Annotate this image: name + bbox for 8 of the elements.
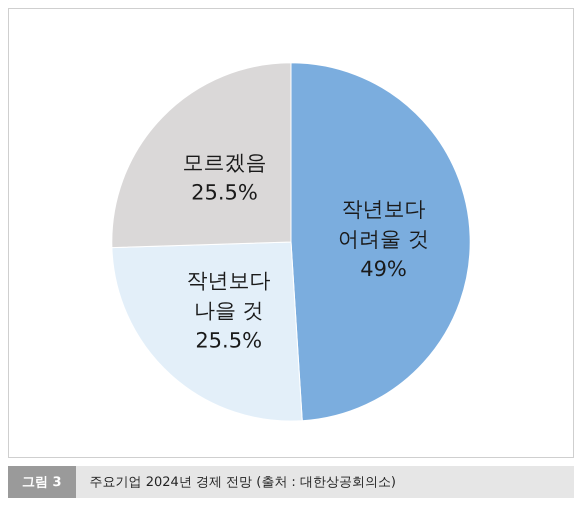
data-label: 49%	[360, 257, 407, 282]
slice-label: 작년보다 어려울 것	[338, 197, 429, 252]
slice-label: 모르겠음	[182, 150, 266, 175]
slice-label: 작년보다 나을 것	[186, 268, 271, 322]
data-label: 25.5%	[195, 328, 262, 352]
caption: 그림 3	[8, 466, 76, 498]
text: 주요기업 2024년 경제 전망 (출처 : 대한상공회의소)	[88, 474, 396, 491]
data-label: 25.5%	[191, 180, 258, 205]
